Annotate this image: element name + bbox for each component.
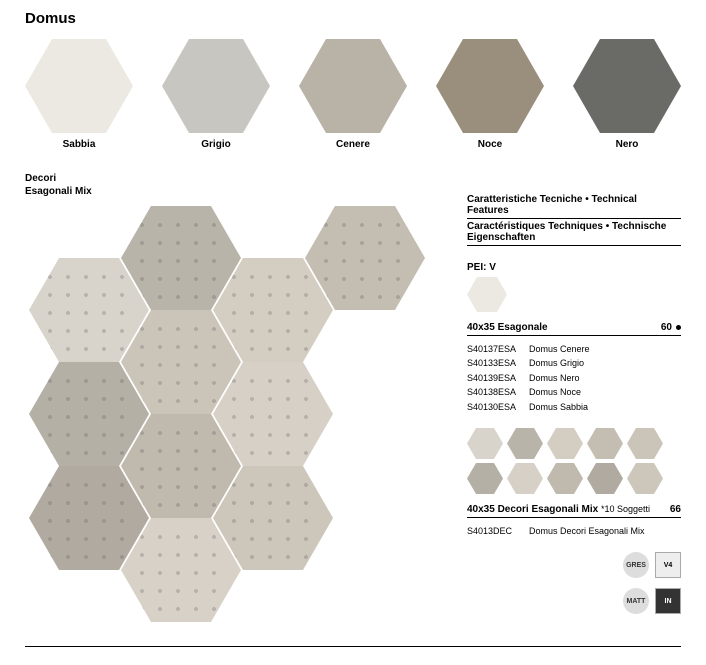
swatch-sabbia (25, 39, 133, 133)
decori-line2: Esagonali Mix (25, 186, 92, 197)
sku-code: S40133ESA (467, 356, 529, 370)
decori-thumb (547, 463, 583, 494)
sku-row: S40133ESADomus Grigio (467, 356, 681, 370)
size-line-1: 40x35 Esagonale 60 (467, 322, 681, 336)
sku-code: S40137ESA (467, 342, 529, 356)
decori-thumb (507, 428, 543, 459)
badge-matt: MATT (623, 588, 649, 614)
sku-code: S40138ESA (467, 385, 529, 399)
pei-hex-icon (467, 277, 507, 312)
decori-thumb (627, 463, 663, 494)
decori-line1: Decori (25, 173, 56, 184)
label-cenere: Cenere (299, 139, 407, 150)
sku-name: Domus Noce (529, 387, 581, 397)
sku-code: S40139ESA (467, 371, 529, 385)
label-sabbia: Sabbia (25, 139, 133, 150)
sku-name: Domus Sabbia (529, 402, 588, 412)
color-label-row: Sabbia Grigio Cenere Noce Nero (25, 139, 681, 150)
color-swatch-row (25, 39, 681, 133)
dot-icon (676, 325, 681, 330)
decori-heading: Decori Esagonali Mix (25, 172, 445, 198)
decori-thumbnails (467, 428, 677, 494)
sku-name: Domus Nero (529, 373, 580, 383)
sku2: S4013DECDomus Decori Esagonali Mix (467, 524, 681, 538)
sku-row: S40139ESADomus Nero (467, 371, 681, 385)
label-nero: Nero (573, 139, 681, 150)
decori-thumb (467, 463, 503, 494)
label-noce: Noce (436, 139, 544, 150)
sku-row: S40138ESADomus Noce (467, 385, 681, 399)
swatch-grigio (162, 39, 270, 133)
sku2-code: S4013DEC (467, 524, 529, 538)
decori-mosaic (25, 206, 425, 626)
size2-value: 66 (670, 504, 681, 515)
badge-in: IN (655, 588, 681, 614)
spec-head-2: Caractéristiques Techniques • Technische… (467, 221, 681, 246)
size1-label: 40x35 Esagonale (467, 322, 548, 333)
sku-list: S40137ESADomus CenereS40133ESADomus Grig… (467, 342, 681, 414)
sku-name: Domus Grigio (529, 358, 584, 368)
sku-name: Domus Cenere (529, 344, 590, 354)
badge-row-2: MATT IN (467, 588, 681, 614)
swatch-cenere (299, 39, 407, 133)
sku-row: S40130ESADomus Sabbia (467, 400, 681, 414)
sku-code: S40130ESA (467, 400, 529, 414)
decori-thumb (627, 428, 663, 459)
decori-thumb (587, 428, 623, 459)
bottom-rule (25, 646, 681, 647)
decori-thumb (547, 428, 583, 459)
swatch-noce (436, 39, 544, 133)
swatch-nero (573, 39, 681, 133)
label-grigio: Grigio (162, 139, 270, 150)
spec-head-1: Caratteristiche Tecniche • Technical Fea… (467, 194, 681, 219)
badge-row: GRES V4 (467, 552, 681, 578)
size-line-2: 40x35 Decori Esagonali Mix *10 Soggetti … (467, 504, 681, 518)
specs-panel: Caratteristiche Tecniche • Technical Fea… (467, 172, 681, 626)
size2-sub: *10 Soggetti (601, 504, 650, 514)
pei-rating: PEI: V (467, 262, 681, 273)
decori-thumb (587, 463, 623, 494)
badge-gres: GRES (623, 552, 649, 578)
decori-thumb (467, 428, 503, 459)
size1-value: 60 (661, 322, 672, 333)
sku2-name: Domus Decori Esagonali Mix (529, 526, 645, 536)
page-title: Domus (25, 10, 681, 27)
size2-label: 40x35 Decori Esagonali Mix (467, 504, 598, 515)
decori-thumb (507, 463, 543, 494)
badge-v4: V4 (655, 552, 681, 578)
sku-row: S40137ESADomus Cenere (467, 342, 681, 356)
